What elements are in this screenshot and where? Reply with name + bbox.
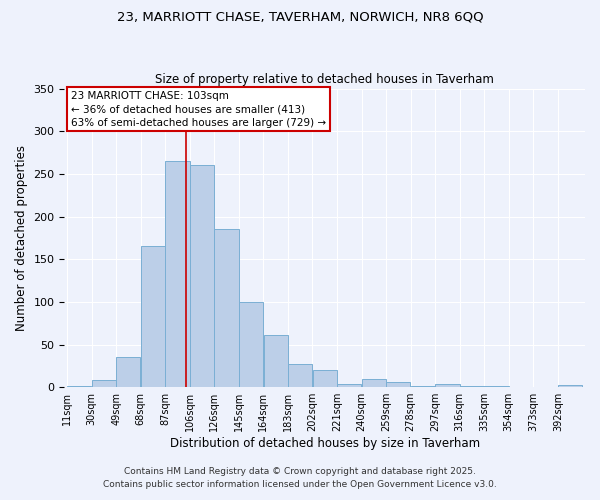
Bar (214, 230, 239, 387)
Bar (116, 358, 140, 387)
X-axis label: Distribution of detached houses by size in Taverham: Distribution of detached houses by size … (170, 437, 480, 450)
Text: 23 MARRIOTT CHASE: 103sqm
← 36% of detached houses are smaller (413)
63% of semi: 23 MARRIOTT CHASE: 103sqm ← 36% of detac… (71, 91, 326, 128)
Title: Size of property relative to detached houses in Taverham: Size of property relative to detached ho… (155, 73, 494, 86)
Bar (141, 246, 165, 387)
Bar (166, 161, 190, 387)
Bar (337, 384, 361, 387)
Bar (313, 370, 337, 387)
Bar (263, 335, 287, 387)
Bar (411, 386, 435, 387)
Bar (436, 384, 460, 387)
Y-axis label: Number of detached properties: Number of detached properties (15, 145, 28, 331)
Bar (558, 384, 582, 387)
Text: Contains HM Land Registry data © Crown copyright and database right 2025.
Contai: Contains HM Land Registry data © Crown c… (103, 468, 497, 489)
Bar (460, 386, 484, 387)
Bar (362, 378, 386, 387)
Bar (288, 364, 312, 387)
Bar (386, 382, 410, 387)
Bar (92, 380, 116, 387)
Bar (239, 302, 263, 387)
Bar (484, 386, 509, 387)
Text: 23, MARRIOTT CHASE, TAVERHAM, NORWICH, NR8 6QQ: 23, MARRIOTT CHASE, TAVERHAM, NORWICH, N… (116, 10, 484, 23)
Bar (190, 166, 214, 387)
Bar (67, 386, 91, 387)
